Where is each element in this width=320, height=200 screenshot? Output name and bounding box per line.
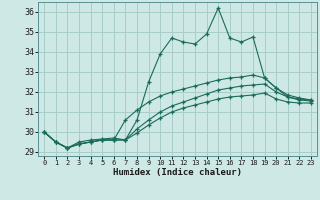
X-axis label: Humidex (Indice chaleur): Humidex (Indice chaleur) [113,168,242,177]
